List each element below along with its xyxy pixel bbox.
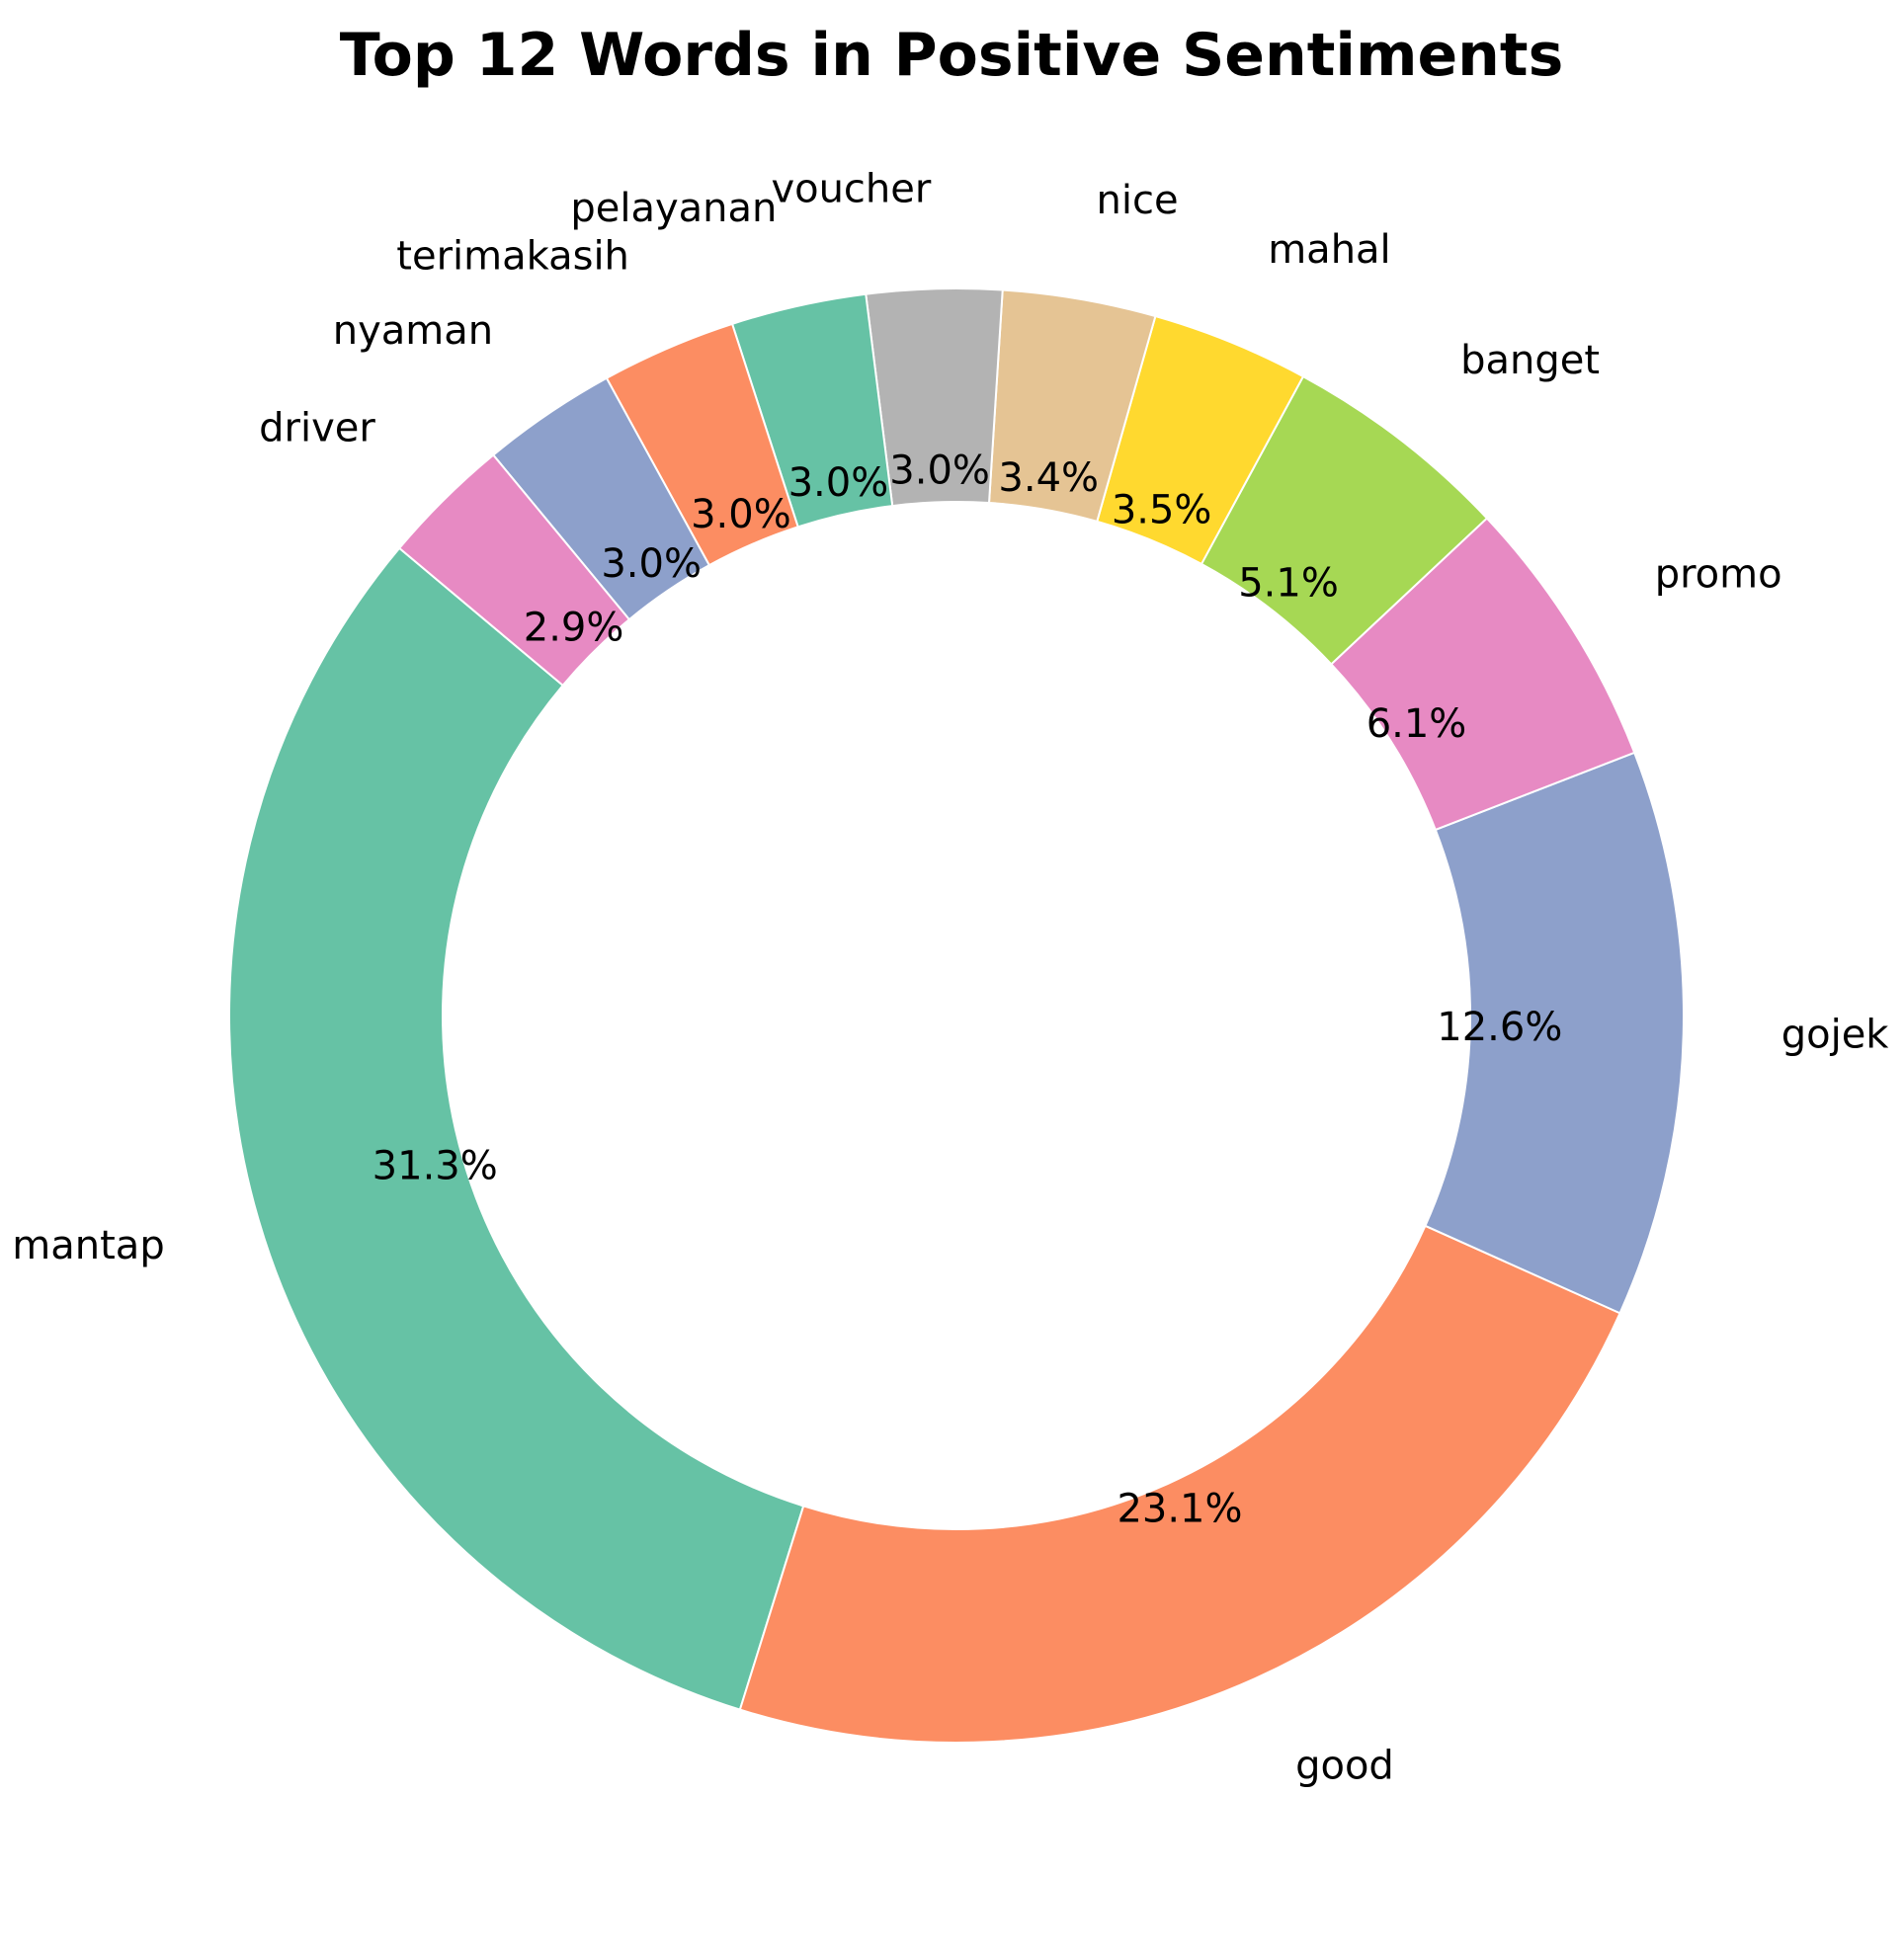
slice-label-gojek: gojek	[1781, 1013, 1890, 1058]
slices-group	[227, 287, 1685, 1745]
percent-label-promo: 6.1%	[1366, 701, 1467, 747]
percent-label-pelayanan: 3.0%	[788, 460, 889, 506]
slice-label-promo: promo	[1655, 551, 1782, 597]
slice-label-driver: driver	[259, 405, 375, 450]
chart-title: Top 12 Words in Positive Sentiments	[340, 21, 1564, 90]
slice-good	[738, 1224, 1621, 1745]
percent-label-nyaman: 3.0%	[601, 541, 702, 587]
percent-label-good: 23.1%	[1117, 1486, 1242, 1531]
percent-label-terimakasih: 3.0%	[691, 492, 791, 537]
slice-label-terimakasih: terimakasih	[396, 233, 629, 279]
slice-label-mantap: mantap	[12, 1223, 164, 1268]
slice-label-nice: nice	[1097, 178, 1179, 223]
slice-label-nyaman: nyaman	[333, 308, 493, 354]
slice-label-mahal: mahal	[1268, 227, 1390, 273]
slice-mantap	[227, 546, 805, 1711]
percent-label-driver: 2.9%	[524, 606, 624, 651]
percent-labels-group: 31.3%23.1%12.6%6.1%5.1%3.5%3.4%3.0%3.0%3…	[373, 448, 1563, 1531]
percent-label-gojek: 12.6%	[1437, 1005, 1562, 1050]
slice-label-banget: banget	[1460, 338, 1600, 383]
percent-label-mantap: 31.3%	[373, 1144, 498, 1189]
slice-label-pelayanan: pelayanan	[570, 186, 777, 231]
percent-label-banget: 5.1%	[1238, 561, 1339, 607]
percent-label-mahal: 3.5%	[1112, 488, 1212, 533]
slice-labels-group: mantap good gojek promo banget mahal nice vouch…	[12, 166, 1889, 1788]
slice-driver	[397, 453, 631, 688]
slice-label-good: good	[1295, 1743, 1394, 1788]
slice-label-voucher: voucher	[771, 166, 931, 211]
percent-label-voucher: 3.0%	[889, 448, 990, 493]
percent-label-nice: 3.4%	[998, 455, 1099, 501]
